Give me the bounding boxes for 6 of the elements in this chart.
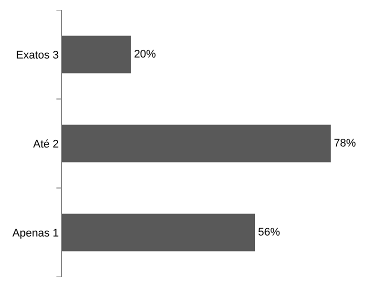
data-label: 20% xyxy=(134,48,156,60)
y-tick-label: Até 2 xyxy=(33,138,59,150)
data-label: 56% xyxy=(258,226,280,238)
data-label: 78% xyxy=(334,138,356,150)
y-tick-label: Apenas 1 xyxy=(12,227,59,240)
y-tick-label: Exatos 3 xyxy=(16,49,59,62)
